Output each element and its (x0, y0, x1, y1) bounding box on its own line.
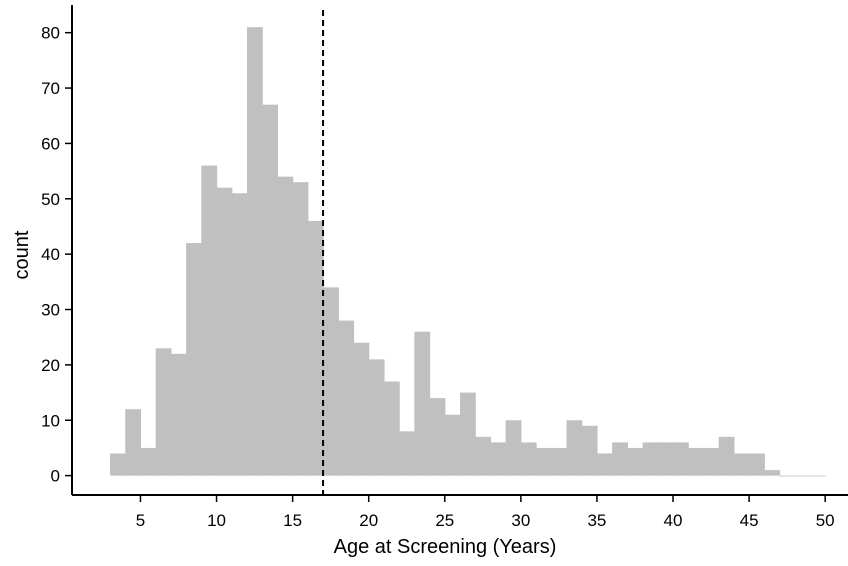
histogram-bar (292, 182, 309, 476)
x-tick-label: 10 (207, 511, 226, 530)
histogram-bar (520, 442, 537, 476)
histogram-bar (505, 420, 522, 476)
histogram-bar (277, 176, 294, 476)
histogram-bar (688, 447, 705, 476)
histogram-bar (155, 348, 172, 476)
x-axis-title: Age at Screening (Years) (334, 536, 557, 558)
x-tick-label: 15 (283, 511, 302, 530)
histogram-bar (216, 187, 233, 476)
histogram-bar (596, 453, 613, 476)
histogram-bar (673, 442, 689, 476)
histogram-bar (536, 447, 552, 476)
histogram-bar (718, 436, 735, 476)
histogram-bar (353, 342, 370, 476)
histogram-bar (307, 220, 324, 476)
y-tick-label: 60 (41, 134, 60, 153)
histogram-bar (794, 475, 811, 477)
y-tick-label: 80 (41, 24, 60, 43)
x-tick-label: 30 (511, 511, 530, 530)
y-tick-label: 70 (41, 79, 60, 98)
histogram-bar (612, 442, 628, 476)
y-tick-label: 20 (41, 356, 60, 375)
histogram-bar (110, 453, 126, 476)
y-tick-label: 10 (41, 411, 60, 430)
x-tick-label: 25 (435, 511, 454, 530)
histogram-bar (764, 470, 781, 476)
histogram-bar (703, 447, 720, 476)
y-tick-label: 0 (51, 467, 60, 486)
histogram-bar (444, 414, 461, 476)
histogram-bar (657, 442, 674, 476)
x-tick-label: 40 (664, 511, 683, 530)
x-tick-label: 35 (587, 511, 606, 530)
x-tick-label: 50 (816, 511, 835, 530)
histogram-bar (231, 193, 248, 476)
y-tick-label: 50 (41, 190, 60, 209)
histogram-bar (460, 392, 476, 476)
histogram-bar (323, 287, 339, 476)
x-tick-label: 20 (359, 511, 378, 530)
histogram-bar (475, 436, 492, 476)
histogram-bar (809, 475, 826, 477)
histogram-bar (779, 475, 796, 477)
histogram-bar (201, 165, 218, 476)
histogram-bar (383, 381, 400, 476)
histogram-bar (490, 442, 507, 476)
histogram-bar (125, 409, 142, 476)
histogram-bar (733, 453, 750, 476)
histogram-bar (246, 27, 263, 476)
histogram-bar (368, 359, 385, 476)
histogram-bar (749, 453, 765, 476)
histogram-bar (262, 104, 279, 476)
histogram-bar (642, 442, 659, 476)
histogram-bar (170, 353, 187, 476)
y-tick-label: 30 (41, 301, 60, 320)
histogram-bar (399, 431, 415, 476)
histogram-bar (186, 243, 202, 476)
histogram-bar (414, 331, 431, 476)
histogram-bar (627, 447, 644, 476)
bars-group (110, 27, 826, 477)
y-axis-title: count (11, 230, 33, 279)
histogram-bar (581, 425, 598, 476)
axes-group: 5 10 15 20 25 30 35 40 45 50 0 10 20 30 40 50 60 70 80 (41, 5, 848, 530)
x-tick-label: 5 (136, 511, 145, 530)
x-tick-label: 45 (740, 511, 759, 530)
y-tick-label: 40 (41, 245, 60, 264)
histogram-bar (140, 447, 157, 476)
histogram-bar (566, 420, 583, 476)
histogram-bar (338, 320, 355, 476)
histogram-bar (429, 398, 446, 476)
histogram-bar (551, 447, 568, 476)
